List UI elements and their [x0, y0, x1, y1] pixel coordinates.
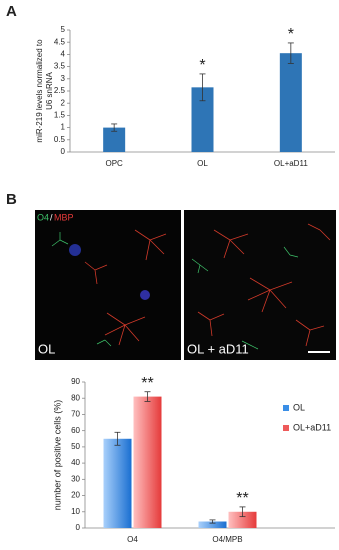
- y-tick-label: 40: [71, 458, 80, 467]
- stain-label: /: [50, 212, 53, 222]
- y-axis-label: U6 snRNA: [45, 71, 54, 109]
- stain-label: MBP: [54, 212, 74, 222]
- y-tick-label: 70: [71, 410, 80, 419]
- y-tick-label: 30: [71, 474, 80, 483]
- micrograph: [184, 210, 336, 360]
- y-tick-label: 1.5: [54, 111, 66, 120]
- panel-label: B: [6, 191, 17, 208]
- error-bar: [114, 431, 121, 446]
- error-bar: [199, 73, 206, 102]
- image-caption: OL: [38, 341, 55, 356]
- y-tick-label: 0: [61, 147, 66, 156]
- bar: [228, 511, 257, 528]
- error-bar: [239, 506, 246, 518]
- bar: [191, 87, 214, 152]
- y-tick-label: 80: [71, 393, 80, 402]
- micrographs: O4 / MBP OL OL + aD11: [35, 210, 336, 360]
- y-tick-label: 60: [71, 426, 80, 435]
- significance: *: [288, 26, 294, 43]
- y-tick-label: 0: [76, 523, 81, 532]
- y-tick-label: 3.5: [54, 62, 66, 71]
- y-tick-label: 0.5: [54, 135, 66, 144]
- y-tick-label: 2.5: [54, 86, 66, 95]
- o4-cells: [51, 232, 299, 350]
- bar: [103, 127, 126, 152]
- y-axis-label: number of positive cells (%): [52, 400, 62, 511]
- y-tick-label: 4.5: [54, 37, 66, 46]
- x-tick-label: O4: [127, 535, 138, 544]
- bar: [103, 438, 132, 528]
- y-tick-label: 5: [61, 25, 66, 34]
- error-bar: [111, 123, 118, 132]
- y-tick-label: 1: [61, 123, 66, 132]
- y-tick-label: 4: [61, 50, 66, 59]
- error-bar: [287, 42, 294, 64]
- error-bar: [144, 391, 151, 402]
- y-tick-label: 50: [71, 442, 80, 451]
- y-tick-label: 90: [71, 377, 80, 386]
- significance: **: [141, 375, 153, 392]
- stain-label: O4: [37, 212, 49, 222]
- bar: [133, 396, 162, 528]
- significance: **: [236, 490, 248, 507]
- bar: [198, 521, 227, 528]
- legend-label: OL+aD11: [293, 422, 331, 432]
- image-caption: OL + aD11: [187, 341, 249, 356]
- error-bar: [209, 519, 216, 524]
- y-tick-label: 3: [61, 74, 66, 83]
- nucleus: [140, 290, 150, 300]
- nucleus: [69, 244, 81, 256]
- cells: [84, 223, 331, 347]
- legend-swatch: [283, 405, 289, 411]
- legend-label: OL: [293, 402, 305, 412]
- y-tick-label: 10: [71, 507, 80, 516]
- y-tick-label: 2: [61, 98, 66, 107]
- x-tick-label: OL: [197, 159, 208, 168]
- y-axis-label: miR-219 levels normalized to: [35, 39, 44, 143]
- micrograph: [35, 210, 181, 360]
- x-tick-label: O4/MPB: [212, 535, 242, 544]
- legend-swatch: [283, 425, 289, 431]
- x-tick-label: OPC: [105, 159, 123, 168]
- panel-label: A: [6, 3, 17, 20]
- significance: *: [199, 57, 205, 74]
- y-tick-label: 20: [71, 491, 80, 500]
- x-tick-label: OL+aD11: [274, 159, 308, 168]
- bar: [279, 53, 302, 152]
